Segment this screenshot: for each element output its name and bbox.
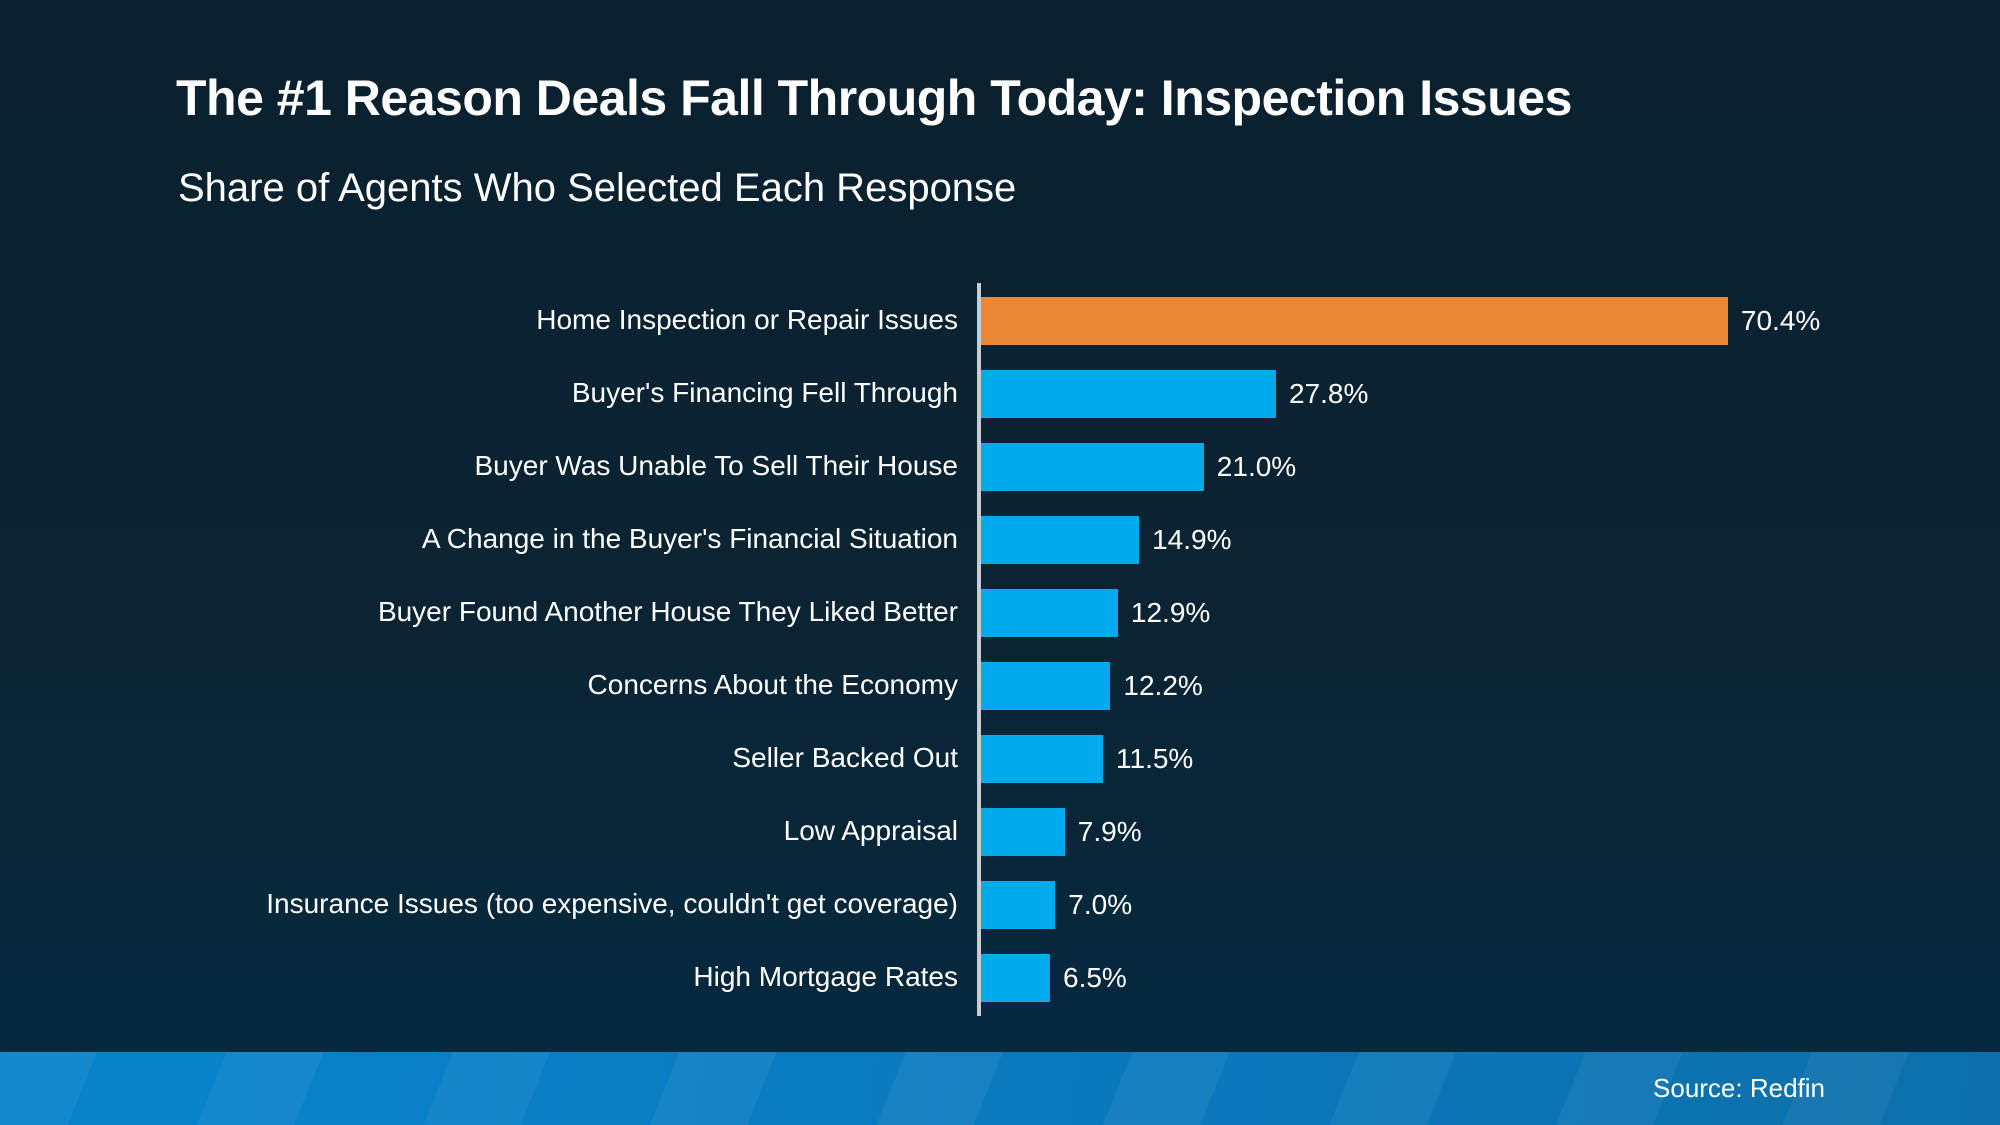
value-label: 6.5% — [1063, 961, 1127, 993]
axis-line — [977, 283, 981, 1016]
value-label: 12.9% — [1130, 596, 1211, 628]
chart-row: Concerns About the Economy 12.2% — [0, 649, 2000, 722]
bar — [981, 369, 1276, 418]
value-label: 14.9% — [1152, 523, 1232, 555]
chart-title: The #1 Reason Deals Fall Through Today: … — [176, 70, 1572, 126]
value-label: 7.9% — [1077, 815, 1142, 847]
chart-row: Seller Backed Out 11.5% — [0, 722, 2000, 795]
bar — [981, 442, 1204, 491]
bar — [981, 880, 1056, 929]
bar-highlighted — [981, 296, 1728, 345]
chart-row: Insurance Issues (too expensive, couldn'… — [0, 868, 2000, 941]
chart-row: Buyer Was Unable To Sell Their House 21.0… — [0, 430, 2000, 503]
category-label: Buyer Was Unable To Sell Their House — [474, 450, 959, 482]
chart-row: Buyer's Financing Fell Through 27.8% — [0, 357, 2000, 430]
bar-rows: Home Inspection or Repair Issues 70.4% Buy… — [0, 284, 2000, 1014]
category-label: Low Appraisal — [783, 815, 958, 847]
bar — [981, 807, 1065, 856]
category-label: A Change in the Buyer's Financial Situat… — [421, 523, 958, 555]
source-credit: Source: Redfin — [1653, 1073, 1825, 1103]
value-label: 12.2% — [1123, 669, 1203, 701]
bar — [981, 953, 1050, 1002]
chart-row: Low Appraisal 7.9% — [0, 795, 2000, 868]
chart-row: A Change in the Buyer's Financial Situat… — [0, 503, 2000, 576]
chart-row: Home Inspection or Repair Issues 70.4% — [0, 284, 2000, 357]
value-label: 7.0% — [1068, 888, 1133, 920]
bar — [981, 734, 1103, 783]
category-label: Buyer's Financing Fell Through — [571, 377, 958, 409]
category-label: Home Inspection or Repair Issues — [536, 304, 958, 336]
bar-chart: Home Inspection or Repair Issues 70.4% Buy… — [0, 283, 2000, 1016]
footer-bar: Source: Redfin — [0, 1052, 2000, 1125]
value-label: 70.4% — [1740, 304, 1821, 336]
bar — [981, 661, 1111, 710]
chart-subtitle: Share of Agents Who Selected Each Respon… — [178, 166, 1017, 210]
value-label: 27.8% — [1289, 377, 1369, 409]
category-label: Insurance Issues (too expensive, couldn'… — [266, 888, 958, 920]
chart-row: Buyer Found Another House They Liked Bet… — [0, 576, 2000, 649]
category-label: Seller Backed Out — [732, 742, 958, 774]
category-label: High Mortgage Rates — [693, 961, 958, 993]
category-label: Buyer Found Another House They Liked Bet… — [377, 596, 958, 628]
bar — [981, 588, 1118, 637]
category-label: Concerns About the Economy — [587, 669, 958, 701]
value-label: 21.0% — [1216, 450, 1297, 482]
bar — [981, 515, 1140, 564]
chart-row: High Mortgage Rates 6.5% — [0, 941, 2000, 1014]
value-label: 11.5% — [1116, 742, 1194, 774]
